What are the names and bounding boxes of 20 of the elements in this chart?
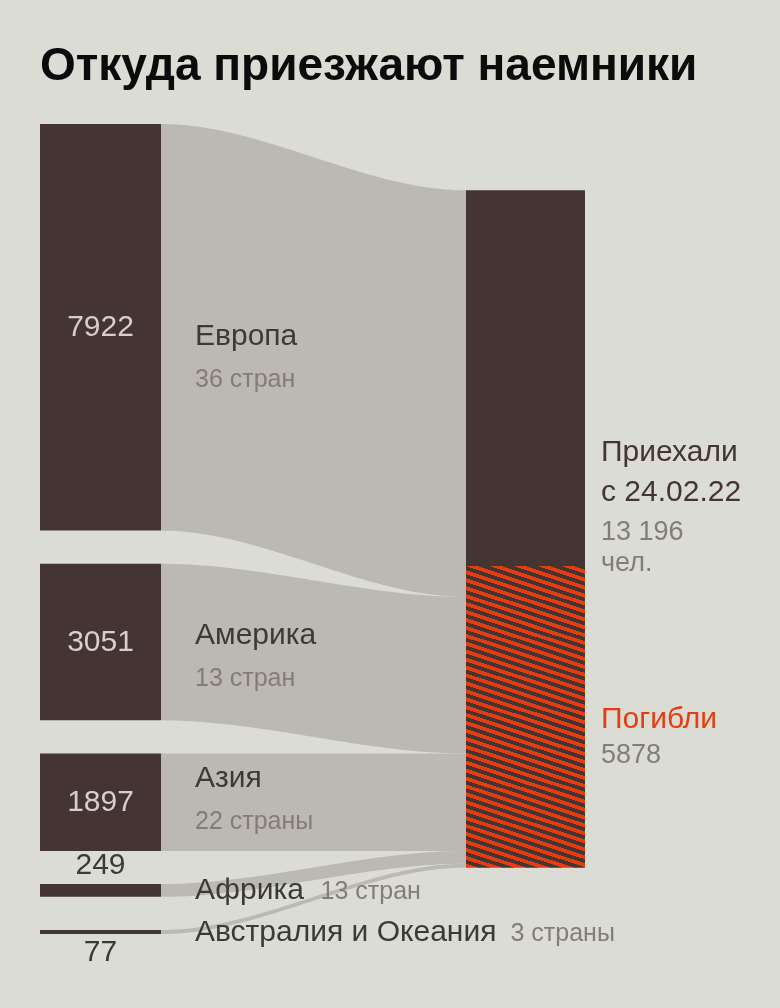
data-label: 5878 (601, 738, 662, 769)
text: 36 стран (195, 364, 296, 393)
category-label: Погибли (601, 700, 718, 734)
category-label: Африка (195, 872, 305, 906)
category-label: Америка (195, 616, 317, 650)
text: Откуда приезжают наемники (40, 38, 698, 90)
data-label: 13 196 чел. (601, 516, 684, 577)
text: 13 стран (320, 876, 421, 905)
category-label: Азия (195, 760, 262, 794)
category-label: Европа (195, 318, 298, 352)
text: 22 страны (195, 806, 314, 835)
category-label: Австралия и Океания (195, 914, 497, 948)
text: 3 страны (510, 918, 615, 947)
data-label: 249 (75, 847, 126, 881)
category-label: Приехали с 24.02.22 (601, 434, 742, 507)
text: 13 стран (195, 662, 296, 691)
data-label: 7922 (67, 309, 134, 343)
data-label: 3051 (67, 624, 134, 658)
data-label: 1897 (67, 784, 134, 818)
data-label: 77 (83, 934, 118, 967)
